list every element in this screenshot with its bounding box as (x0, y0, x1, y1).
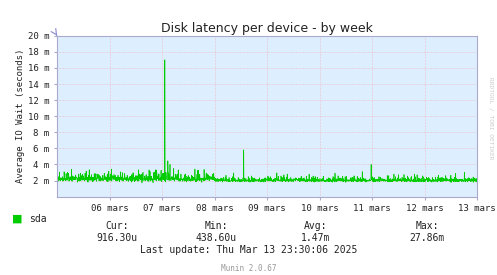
Text: 916.30u: 916.30u (96, 233, 137, 243)
Text: sda: sda (29, 214, 46, 224)
Text: Min:: Min: (204, 221, 228, 231)
Text: 1.47m: 1.47m (301, 233, 331, 243)
Text: RRDTOOL / TOBI OETIKER: RRDTOOL / TOBI OETIKER (489, 77, 494, 160)
Title: Disk latency per device - by week: Disk latency per device - by week (161, 21, 373, 35)
Text: Avg:: Avg: (304, 221, 328, 231)
Text: 438.60u: 438.60u (196, 233, 237, 243)
Text: Cur:: Cur: (105, 221, 129, 231)
Text: 27.86m: 27.86m (410, 233, 445, 243)
Y-axis label: Average IO Wait (seconds): Average IO Wait (seconds) (16, 49, 25, 183)
Text: Last update: Thu Mar 13 23:30:06 2025: Last update: Thu Mar 13 23:30:06 2025 (140, 245, 357, 255)
Text: Max:: Max: (415, 221, 439, 231)
Text: ■: ■ (12, 214, 23, 224)
Text: Munin 2.0.67: Munin 2.0.67 (221, 264, 276, 273)
